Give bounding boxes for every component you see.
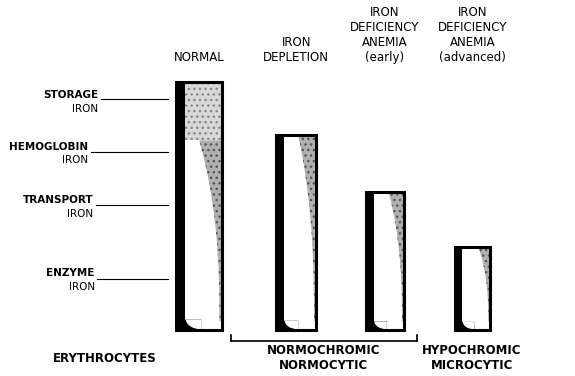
Wedge shape bbox=[285, 321, 298, 329]
Bar bbox=[177, 320, 201, 330]
Bar bbox=[455, 247, 462, 330]
Wedge shape bbox=[462, 322, 474, 330]
Text: ENZYME: ENZYME bbox=[47, 268, 95, 278]
Bar bbox=[366, 193, 374, 330]
Wedge shape bbox=[185, 320, 201, 330]
Wedge shape bbox=[463, 322, 474, 329]
Text: IRON: IRON bbox=[72, 104, 98, 114]
Bar bbox=[455, 247, 490, 330]
Text: ERYTHROCYTES: ERYTHROCYTES bbox=[53, 352, 157, 365]
Bar bbox=[366, 193, 404, 330]
Bar bbox=[276, 135, 316, 330]
Bar bbox=[276, 135, 316, 330]
Bar bbox=[455, 247, 490, 330]
Bar bbox=[276, 321, 298, 330]
Polygon shape bbox=[298, 135, 316, 321]
Text: NORMOCHROMIC
NORMOCYTIC: NORMOCHROMIC NORMOCYTIC bbox=[267, 344, 381, 372]
Bar bbox=[177, 82, 185, 330]
Text: HEMOGLOBIN: HEMOGLOBIN bbox=[9, 142, 88, 152]
Wedge shape bbox=[186, 320, 201, 329]
Bar bbox=[366, 321, 387, 330]
Text: IRON
DEFICIENCY
ANEMIA
(advanced): IRON DEFICIENCY ANEMIA (advanced) bbox=[438, 6, 507, 64]
Polygon shape bbox=[199, 140, 221, 321]
Bar bbox=[366, 193, 404, 330]
Bar bbox=[455, 322, 474, 330]
Polygon shape bbox=[389, 193, 404, 321]
Wedge shape bbox=[374, 321, 387, 329]
Text: STORAGE: STORAGE bbox=[43, 90, 98, 100]
Text: IRON: IRON bbox=[62, 155, 88, 165]
Text: IRON
DEPLETION: IRON DEPLETION bbox=[263, 36, 329, 64]
Text: IRON: IRON bbox=[68, 282, 95, 291]
Polygon shape bbox=[478, 247, 490, 321]
Text: TRANSPORT: TRANSPORT bbox=[22, 195, 93, 205]
Text: NORMAL: NORMAL bbox=[174, 51, 224, 64]
Bar bbox=[177, 82, 221, 330]
Bar bbox=[276, 135, 284, 330]
Wedge shape bbox=[284, 321, 298, 330]
Bar bbox=[177, 82, 221, 330]
Wedge shape bbox=[374, 321, 387, 330]
Text: IRON: IRON bbox=[67, 209, 93, 219]
Bar bbox=[177, 82, 221, 140]
Text: HYPOCHROMIC
MICROCYTIC: HYPOCHROMIC MICROCYTIC bbox=[422, 344, 522, 372]
Text: IRON
DEFICIENCY
ANEMIA
(early): IRON DEFICIENCY ANEMIA (early) bbox=[350, 6, 420, 64]
